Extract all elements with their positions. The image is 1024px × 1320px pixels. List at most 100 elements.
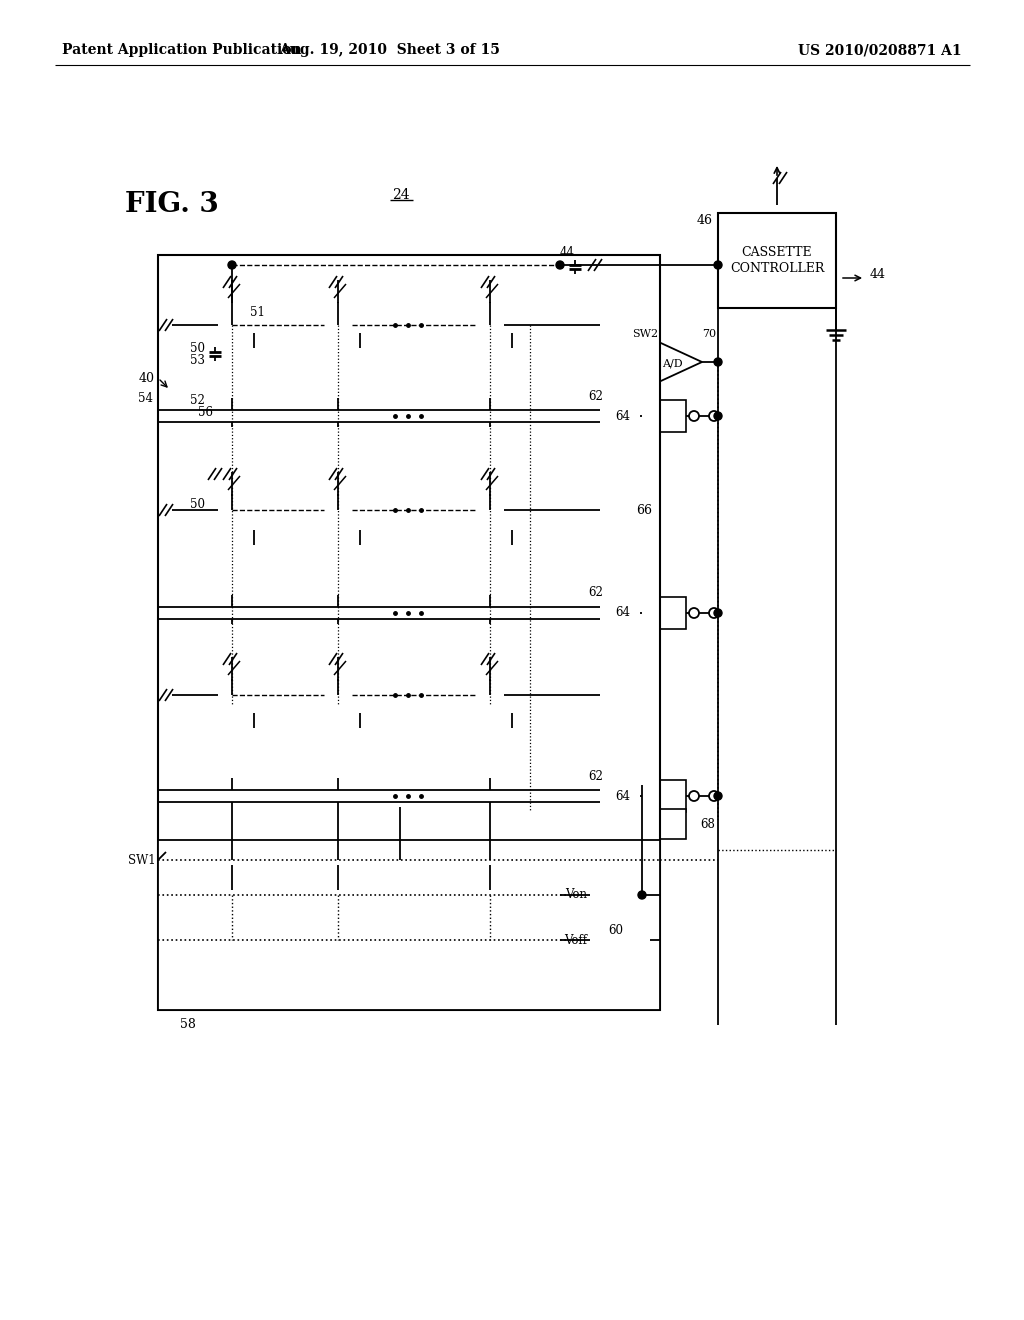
Circle shape	[228, 785, 236, 795]
Bar	[468, 681, 512, 738]
Circle shape	[228, 321, 236, 329]
Circle shape	[486, 615, 494, 623]
Circle shape	[214, 321, 222, 329]
Text: 64: 64	[615, 789, 630, 803]
Circle shape	[214, 506, 222, 513]
Circle shape	[334, 906, 342, 913]
Circle shape	[638, 891, 646, 899]
Bar	[476, 473, 504, 494]
Circle shape	[486, 906, 494, 913]
Bar	[316, 304, 360, 358]
Circle shape	[228, 799, 236, 807]
Circle shape	[334, 506, 342, 513]
Bar	[210, 738, 254, 777]
Circle shape	[395, 855, 406, 865]
Text: 62: 62	[588, 770, 603, 783]
Text: 46: 46	[697, 214, 713, 227]
Text: 62: 62	[588, 586, 603, 599]
Circle shape	[334, 418, 342, 426]
Bar	[642, 809, 686, 840]
Bar	[468, 304, 512, 358]
Bar	[218, 657, 246, 678]
Circle shape	[486, 506, 494, 513]
Bar	[642, 400, 686, 432]
Circle shape	[689, 411, 699, 421]
Bar	[210, 358, 254, 399]
Circle shape	[714, 609, 722, 616]
Text: 54: 54	[138, 392, 153, 404]
Text: 53: 53	[190, 354, 205, 367]
Circle shape	[689, 609, 699, 618]
Circle shape	[334, 799, 342, 807]
Circle shape	[556, 936, 564, 944]
Circle shape	[714, 412, 722, 420]
Text: Patent Application Publication: Patent Application Publication	[62, 44, 302, 57]
Circle shape	[227, 855, 237, 865]
Text: 66: 66	[636, 503, 652, 516]
Circle shape	[486, 690, 494, 700]
Bar	[218, 473, 246, 494]
Circle shape	[714, 261, 722, 269]
Bar	[316, 358, 360, 399]
Circle shape	[709, 609, 719, 618]
Text: SW2: SW2	[632, 329, 658, 339]
Circle shape	[709, 411, 719, 421]
Bar	[476, 280, 504, 302]
Text: 51: 51	[250, 306, 265, 319]
Bar	[476, 657, 504, 678]
Circle shape	[228, 615, 236, 623]
Circle shape	[334, 603, 342, 611]
Circle shape	[556, 261, 564, 269]
Circle shape	[334, 785, 342, 795]
Bar	[210, 554, 254, 595]
Bar	[158, 840, 660, 1010]
Text: 50: 50	[190, 342, 205, 355]
Bar	[210, 681, 254, 738]
Text: 68: 68	[700, 817, 715, 830]
Bar	[158, 255, 660, 1010]
Circle shape	[485, 855, 495, 865]
Circle shape	[486, 936, 494, 944]
Circle shape	[228, 603, 236, 611]
Text: US 2010/0208871 A1: US 2010/0208871 A1	[799, 44, 962, 57]
Text: CASSETTE
CONTROLLER: CASSETTE CONTROLLER	[730, 247, 824, 275]
Circle shape	[334, 690, 342, 700]
Bar	[468, 358, 512, 399]
Text: 56: 56	[198, 407, 213, 420]
Text: SW1: SW1	[128, 854, 156, 866]
Circle shape	[228, 906, 236, 913]
Text: Von: Von	[565, 888, 587, 902]
Circle shape	[319, 506, 328, 513]
Bar	[210, 304, 254, 358]
Text: A/D: A/D	[662, 359, 682, 370]
Text: 62: 62	[588, 389, 603, 403]
Text: 44: 44	[870, 268, 886, 281]
Bar	[316, 681, 360, 738]
Circle shape	[689, 791, 699, 801]
Circle shape	[228, 936, 236, 944]
Text: FIG. 3: FIG. 3	[125, 191, 219, 219]
Bar	[642, 597, 686, 630]
Text: 50: 50	[190, 499, 205, 511]
Circle shape	[227, 890, 237, 900]
Text: Voff: Voff	[564, 933, 587, 946]
Text: 24: 24	[392, 187, 410, 202]
Circle shape	[486, 799, 494, 807]
Circle shape	[486, 603, 494, 611]
Circle shape	[334, 321, 342, 329]
Circle shape	[485, 890, 495, 900]
Bar	[590, 900, 642, 960]
Bar	[468, 496, 512, 554]
Circle shape	[319, 690, 328, 700]
Circle shape	[709, 791, 719, 801]
Text: 70: 70	[702, 329, 716, 339]
Circle shape	[486, 418, 494, 426]
Circle shape	[333, 890, 343, 900]
Bar	[210, 496, 254, 554]
Circle shape	[334, 407, 342, 414]
Text: 58: 58	[180, 1019, 196, 1031]
Text: 60: 60	[608, 924, 624, 936]
Bar	[468, 738, 512, 777]
Circle shape	[333, 855, 343, 865]
Text: Aug. 19, 2010  Sheet 3 of 15: Aug. 19, 2010 Sheet 3 of 15	[280, 44, 501, 57]
